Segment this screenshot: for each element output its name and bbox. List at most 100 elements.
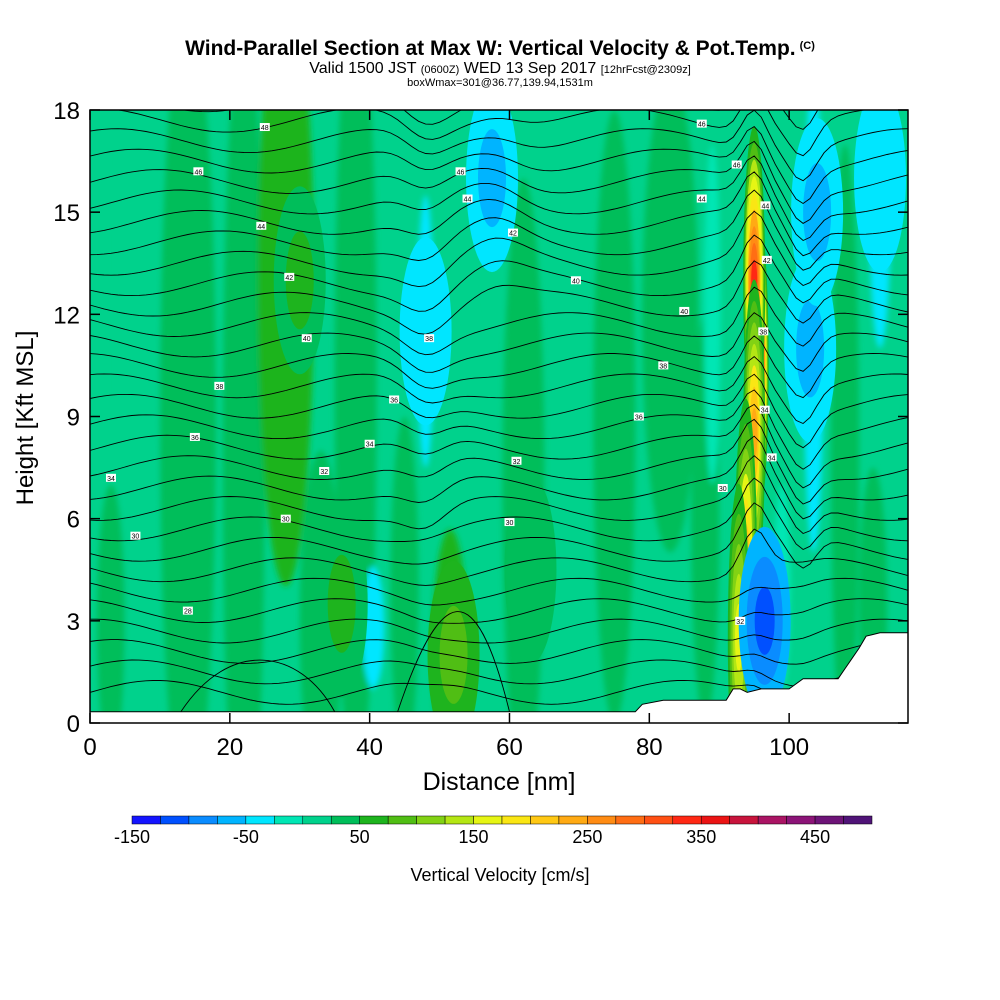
isentrope-label: 30 [130,531,141,541]
colorbar-swatch [359,815,389,825]
isentrope-label-text: 44 [698,197,706,204]
valid-date: WED 13 Sep 2017 [463,60,597,77]
colorbar-swatch [786,815,816,825]
w-feature-12 [439,605,468,704]
isentrope-label: 42 [761,255,772,265]
isentrope-label-text: 36 [390,397,398,404]
w-feature-10 [866,129,895,228]
isentrope-label: 38 [424,334,435,343]
isentrope-label: 34 [105,473,116,483]
isentrope-line [90,189,908,271]
colorbar-tick-label: 50 [350,827,370,847]
y-tick-label: 15 [53,200,80,227]
terrain-profile [89,632,909,724]
isentrope-line [90,140,908,224]
y-tick-label: 3 [67,609,80,636]
colorbar-swatch [473,815,503,825]
forecast-info: [12hrFcst@2309z] [600,64,691,76]
isentrope-label: 32 [319,466,330,476]
isentrope-label-text: 48 [261,125,269,132]
isentrope-line [90,171,908,257]
isentrope-label: 46 [731,160,742,169]
isentrope-labels: 34 30 28 36 38 40 42 44 46 48 30 32 34 36 38 44 46 42 32 30… [105,119,777,626]
colorbar-swatch [700,815,730,825]
isentrope-label-text: 30 [719,486,727,493]
colorbar-tick-label: 250 [572,827,602,847]
y-tick-label: 6 [67,507,80,534]
colorbar-swatch [217,815,247,825]
isentrope-label-text: 36 [191,435,199,442]
isentrope-label: 32 [511,456,522,466]
isentrope-line [90,126,908,205]
w-feature-6 [796,299,825,398]
colorbar-swatch [644,815,674,825]
colorbar-swatch [160,815,190,825]
isentrope-label-text: 44 [464,197,472,204]
isentrope-line [90,618,908,644]
colorbar-swatch [672,815,702,825]
isentrope-label: 48 [259,123,270,132]
isentrope-label-text: 30 [506,520,514,527]
colorbar-swatch [416,815,446,825]
isentrope-label-text: 28 [184,609,192,616]
w-feature-13 [327,554,356,653]
y-tick-label: 18 [53,98,80,125]
isentrope-line [90,477,908,551]
isentrope-label-text: 40 [680,309,688,316]
colorbar-swatch [501,815,531,825]
colorbar-swatch [615,815,645,825]
colorbar-swatch [530,815,560,825]
isentrope-line [114,110,908,157]
isentrope-label-text: 34 [107,476,115,483]
colorbar: -150 -50 50 150 250 350 450 [114,815,873,847]
w-feature-14 [516,520,545,619]
isentrope-label: 44 [256,221,267,231]
colorbar-swatch [245,815,275,825]
w-feature-8 [478,129,507,228]
isentrope-label: 38 [214,381,225,391]
isentrope-line [90,356,908,425]
isentrope-label-text: 42 [285,275,293,282]
x-tick-label: 0 [83,734,96,761]
isentrope-line [90,335,908,399]
colorbar-tick-label: -150 [114,827,150,847]
y-tick-label: 12 [53,302,80,329]
colorbar-label: Vertical Velocity [cm/s] [410,865,589,885]
isentrope-line [90,435,908,520]
isentrope-label: 36 [633,412,644,422]
isentrope-label: 36 [189,432,200,442]
valid-utc: (0600Z) [420,64,460,76]
isentrope-label-text: 38 [215,384,223,391]
colorbar-swatch [188,815,218,825]
isentrope-label-text: 46 [194,169,202,176]
y-tick-label: 0 [67,711,80,738]
terrain [89,632,909,724]
isentrope-label-text: 42 [763,258,771,265]
isentrope-line [90,210,908,288]
w-feature-5 [754,586,775,655]
colorbar-tick-label: -50 [233,827,259,847]
x-tick-label: 20 [216,734,243,761]
isentrope-line [90,389,908,470]
w-feature-9 [411,282,440,381]
isentrope-label: 44 [696,194,707,204]
isentrope-label-text: 46 [457,169,465,176]
isentrope-line [90,286,908,356]
isentrope-label: 42 [284,272,295,282]
colorbar-swatch [302,815,332,825]
copyright-mark: (C) [799,40,815,52]
isentrope-label: 34 [364,439,375,449]
colorbar-tick-label: 450 [800,827,830,847]
isentrope-label-text: 46 [698,122,706,129]
colorbar-swatch [558,815,588,825]
colorbar-swatch [843,815,873,825]
w-features [273,110,907,723]
isentrope-line [90,312,908,373]
isentrope-label: 46 [193,167,204,176]
colorbar-tick-label: 150 [459,827,489,847]
isentrope-line [90,110,908,182]
w-feature-11 [285,231,314,330]
isentrope-line [180,659,336,713]
isentrope-line [90,455,908,535]
